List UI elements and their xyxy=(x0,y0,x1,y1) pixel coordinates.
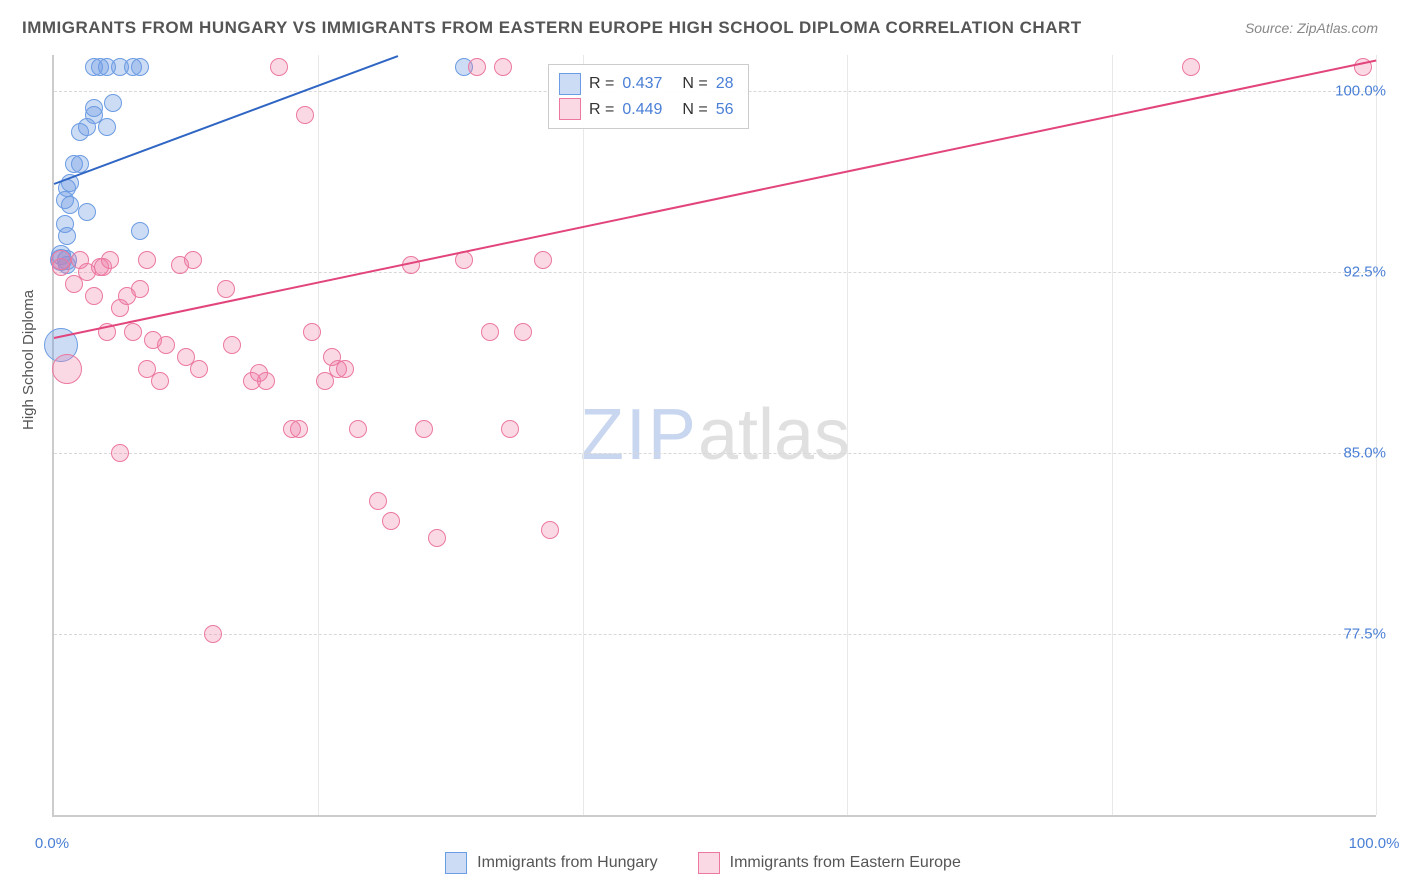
data-point xyxy=(51,250,71,270)
data-point xyxy=(290,420,308,438)
data-point xyxy=(468,58,486,76)
data-point xyxy=(138,251,156,269)
data-point xyxy=(296,106,314,124)
xtick-label: 0.0% xyxy=(35,835,69,852)
watermark-part2: atlas xyxy=(698,395,850,475)
gridline-v xyxy=(1376,55,1377,815)
legend-r-value: 0.437 xyxy=(622,71,662,97)
stats-legend: R = 0.437 N = 28 R = 0.449 N = 56 xyxy=(548,64,749,129)
source-attribution: Source: ZipAtlas.com xyxy=(1245,20,1378,36)
legend-r-label: R = xyxy=(589,71,614,97)
data-point xyxy=(481,323,499,341)
data-point xyxy=(131,58,149,76)
data-point xyxy=(58,227,76,245)
data-point xyxy=(131,280,149,298)
data-point xyxy=(1182,58,1200,76)
series-name: Immigrants from Eastern Europe xyxy=(730,854,961,872)
data-point xyxy=(415,420,433,438)
gridline-v xyxy=(1112,55,1113,815)
watermark: ZIPatlas xyxy=(580,394,850,476)
data-point xyxy=(85,287,103,305)
legend-n-label: N = xyxy=(682,97,707,123)
data-point xyxy=(85,99,103,117)
data-point xyxy=(382,512,400,530)
data-point xyxy=(217,280,235,298)
ytick-label: 85.0% xyxy=(1343,445,1386,462)
data-point xyxy=(101,251,119,269)
data-point xyxy=(56,191,74,209)
data-point xyxy=(336,360,354,378)
data-point xyxy=(257,372,275,390)
bottom-legend-item: Immigrants from Hungary xyxy=(445,852,658,874)
data-point xyxy=(111,444,129,462)
data-point xyxy=(98,118,116,136)
series-name: Immigrants from Hungary xyxy=(477,854,658,872)
gridline-h xyxy=(54,634,1376,635)
chart-title: IMMIGRANTS FROM HUNGARY VS IMMIGRANTS FR… xyxy=(22,18,1082,38)
data-point xyxy=(369,492,387,510)
gridline-v xyxy=(847,55,848,815)
ytick-label: 100.0% xyxy=(1335,83,1386,100)
data-point xyxy=(514,323,532,341)
data-point xyxy=(78,203,96,221)
data-point xyxy=(494,58,512,76)
bottom-legend-item: Immigrants from Eastern Europe xyxy=(698,852,961,874)
data-point xyxy=(303,323,321,341)
ytick-label: 77.5% xyxy=(1343,626,1386,643)
data-point xyxy=(541,521,559,539)
data-point xyxy=(131,222,149,240)
legend-r-label: R = xyxy=(589,97,614,123)
data-point xyxy=(223,336,241,354)
legend-swatch xyxy=(698,852,720,874)
data-point xyxy=(204,625,222,643)
legend-r-value: 0.449 xyxy=(622,97,662,123)
gridline-h xyxy=(54,272,1376,273)
watermark-part1: ZIP xyxy=(580,395,698,475)
gridline-v xyxy=(583,55,584,815)
xtick-label: 100.0% xyxy=(1349,835,1400,852)
y-axis-label: High School Diploma xyxy=(20,290,37,430)
data-point xyxy=(270,58,288,76)
data-point xyxy=(104,94,122,112)
data-point xyxy=(157,336,175,354)
legend-swatch xyxy=(559,98,581,120)
gridline-h xyxy=(54,453,1376,454)
legend-n-value: 56 xyxy=(716,97,734,123)
data-point xyxy=(124,323,142,341)
bottom-legend: Immigrants from Hungary Immigrants from E… xyxy=(0,852,1406,874)
legend-row: R = 0.437 N = 28 xyxy=(559,71,734,97)
gridline-v xyxy=(318,55,319,815)
data-point xyxy=(349,420,367,438)
data-point xyxy=(428,529,446,547)
legend-swatch xyxy=(445,852,467,874)
data-point xyxy=(52,354,82,384)
legend-row: R = 0.449 N = 56 xyxy=(559,97,734,123)
data-point xyxy=(151,372,169,390)
data-point xyxy=(190,360,208,378)
legend-swatch xyxy=(559,73,581,95)
data-point xyxy=(501,420,519,438)
legend-n-value: 28 xyxy=(716,71,734,97)
data-point xyxy=(534,251,552,269)
ytick-label: 92.5% xyxy=(1343,264,1386,281)
legend-n-label: N = xyxy=(682,71,707,97)
data-point xyxy=(184,251,202,269)
plot-area: ZIPatlas xyxy=(52,55,1376,817)
